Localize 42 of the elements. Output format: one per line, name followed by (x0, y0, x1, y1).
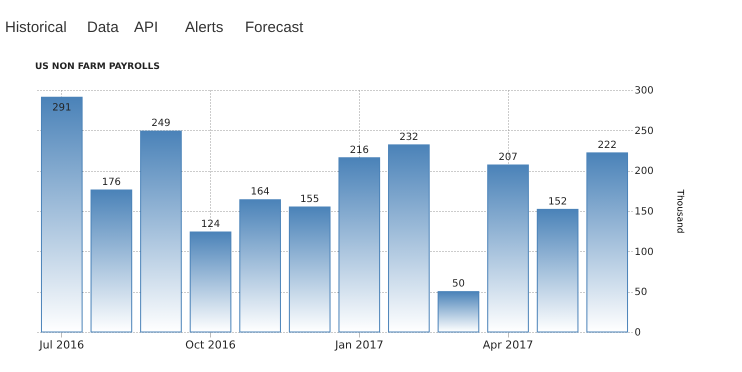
x-tick-label: Apr 2017 (482, 338, 534, 352)
data-label: 207 (498, 152, 518, 164)
y-tick-label: 150 (634, 206, 654, 218)
y-tick-label: 50 (634, 287, 648, 298)
text: Data (87, 19, 120, 36)
data-label: 216 (350, 144, 369, 156)
bar (536, 208, 578, 332)
data-label: 222 (598, 140, 617, 151)
text: Historical (5, 19, 67, 36)
data-label: 152 (548, 196, 568, 208)
x-tick-label: Oct 2016 (185, 338, 236, 352)
data-label: 164 (250, 186, 270, 198)
bar (288, 206, 331, 332)
text: Alerts (185, 19, 224, 36)
bar (388, 144, 430, 332)
y-axis-title: Thousand (674, 188, 685, 234)
x-tick-label: Jan 2017 (334, 338, 384, 352)
bar (239, 199, 281, 332)
x-tick-label: Jul 2016 (38, 338, 84, 352)
y-tick-label: 200 (634, 166, 654, 178)
data-label: 291 (52, 102, 72, 114)
data-label: 124 (200, 218, 220, 230)
bar (487, 164, 529, 332)
y-tick-label: 100 (634, 246, 654, 258)
y-tick-label: 300 (634, 86, 654, 96)
data-label: 50 (452, 278, 465, 290)
bar (190, 231, 232, 332)
data-label: 155 (300, 194, 320, 205)
bar (586, 152, 628, 332)
chart-title: US NON FARM PAYROLLS (35, 62, 160, 72)
data-label: 176 (102, 177, 121, 188)
bar (140, 130, 182, 332)
y-tick-label: 250 (634, 126, 654, 137)
bar (338, 157, 380, 332)
y-tick-label: 0 (634, 328, 641, 338)
bar (40, 96, 83, 332)
data-label: 232 (399, 132, 418, 143)
bar (90, 190, 132, 332)
text: API (134, 19, 158, 36)
bar (438, 291, 480, 332)
text: Forecast (245, 19, 304, 36)
data-label: 249 (151, 118, 171, 130)
